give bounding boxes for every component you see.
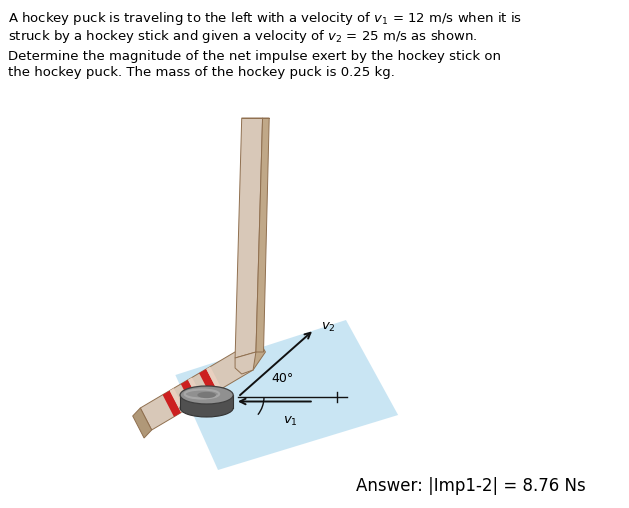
Text: Answer: |Imp1-2| = 8.76 Ns: Answer: |Imp1-2| = 8.76 Ns [356, 477, 586, 495]
Text: 40°: 40° [271, 372, 293, 385]
Polygon shape [140, 348, 253, 430]
Ellipse shape [180, 399, 233, 417]
Polygon shape [256, 118, 269, 352]
Text: $v_1$: $v_1$ [282, 415, 298, 428]
Polygon shape [206, 367, 221, 391]
Polygon shape [181, 380, 199, 406]
Polygon shape [180, 395, 233, 408]
Polygon shape [188, 377, 203, 402]
Ellipse shape [180, 386, 233, 404]
Polygon shape [242, 330, 265, 370]
Polygon shape [199, 369, 218, 395]
Text: the hockey puck. The mass of the hockey puck is 0.25 kg.: the hockey puck. The mass of the hockey … [8, 66, 394, 79]
Ellipse shape [198, 392, 216, 398]
Polygon shape [175, 320, 398, 470]
Text: $v_2$: $v_2$ [321, 321, 335, 334]
Polygon shape [235, 352, 256, 374]
Text: Determine the magnitude of the net impulse exert by the hockey stick on: Determine the magnitude of the net impul… [8, 50, 501, 63]
Polygon shape [235, 118, 262, 358]
Text: A hockey puck is traveling to the left with a velocity of $v_1$ = 12 m/s when it: A hockey puck is traveling to the left w… [8, 10, 521, 27]
Text: struck by a hockey stick and given a velocity of $v_2$ = 25 m/s as shown.: struck by a hockey stick and given a vel… [8, 28, 477, 45]
Polygon shape [170, 388, 185, 412]
Polygon shape [163, 391, 181, 417]
Polygon shape [133, 408, 152, 438]
